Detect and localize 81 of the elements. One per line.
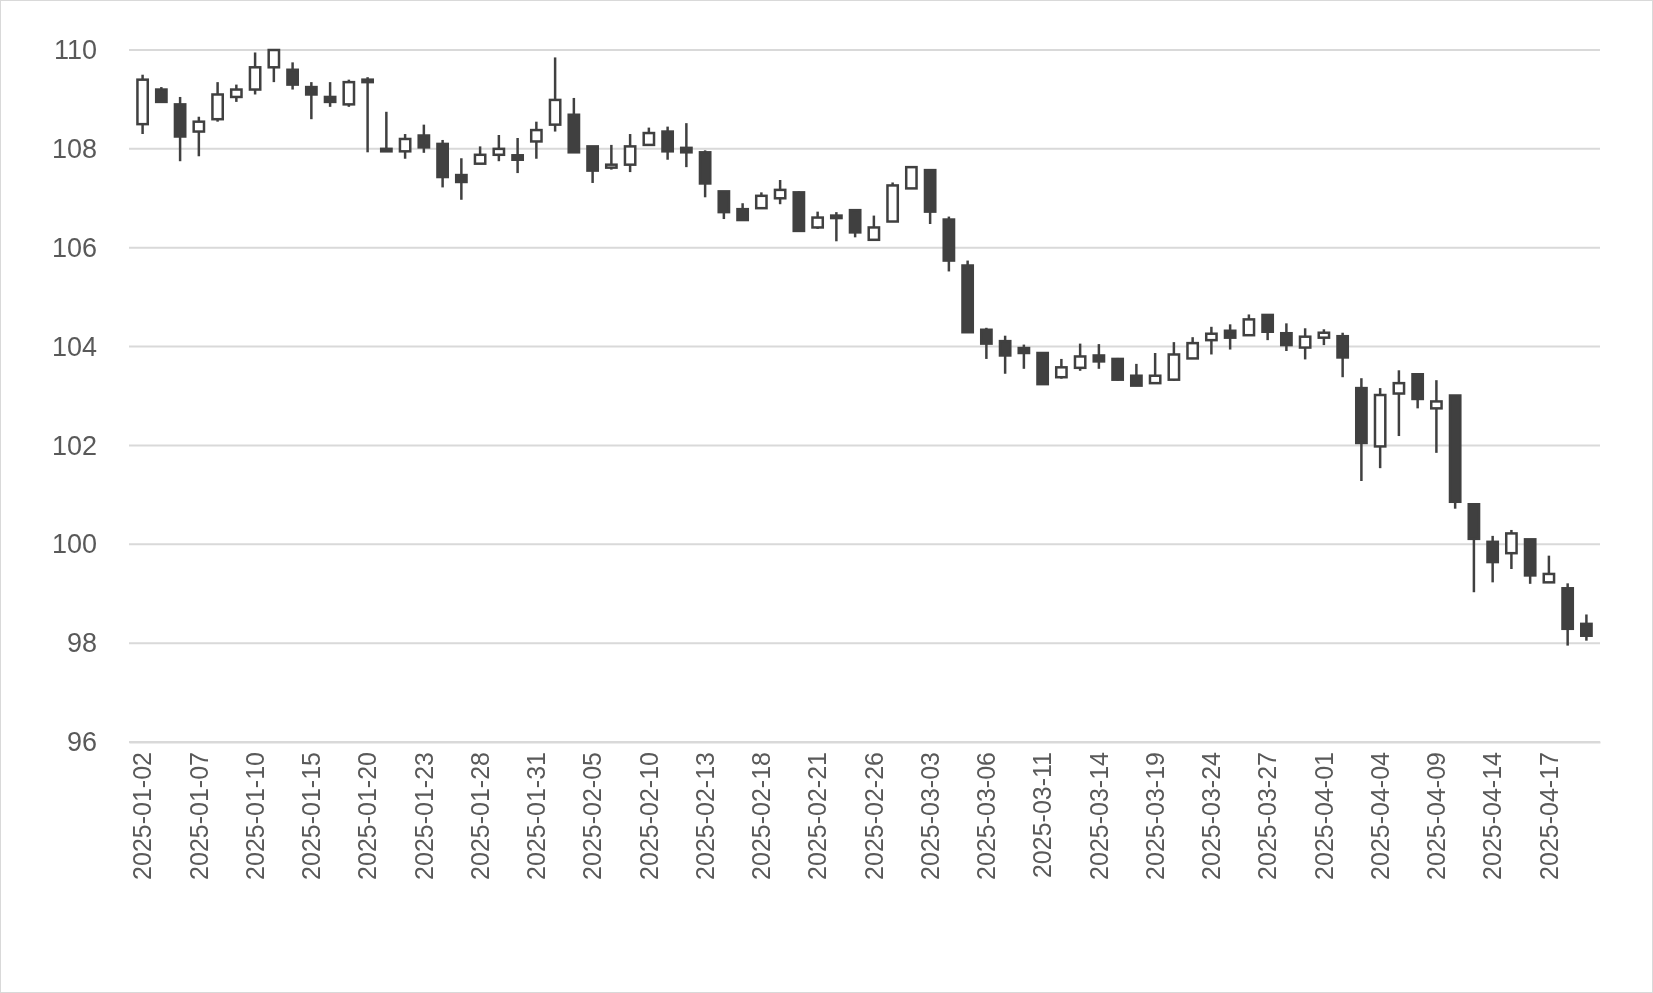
candlestick bbox=[1186, 335, 1200, 360]
candlestick bbox=[623, 132, 637, 174]
y-tick-label: 104 bbox=[51, 331, 97, 362]
candlestick bbox=[1017, 343, 1031, 371]
candlestick bbox=[398, 132, 412, 160]
candlestick bbox=[1279, 322, 1293, 353]
y-tick-label: 102 bbox=[51, 430, 97, 461]
candlestick bbox=[998, 334, 1012, 376]
x-tick-label: 2025-04-17 bbox=[1534, 752, 1563, 880]
candlestick bbox=[679, 121, 693, 169]
x-tick-label: 2025-03-27 bbox=[1253, 752, 1282, 880]
candlestick bbox=[361, 75, 375, 154]
x-tick-label: 2025-02-18 bbox=[747, 752, 776, 880]
candlestick bbox=[529, 120, 543, 160]
x-tick-label: 2025-03-03 bbox=[915, 752, 944, 880]
x-tick-label: 2025-04-01 bbox=[1309, 752, 1338, 880]
x-tick-label: 2025-01-20 bbox=[353, 752, 382, 880]
y-tick-label: 108 bbox=[51, 134, 97, 164]
x-tick-label: 2025-02-26 bbox=[859, 752, 888, 880]
candlestick bbox=[979, 326, 993, 361]
x-tick-label: 2025-01-02 bbox=[128, 752, 157, 880]
candlestick bbox=[267, 48, 281, 84]
x-tick-label: 2025-04-14 bbox=[1478, 751, 1507, 880]
candlestick bbox=[904, 165, 918, 190]
candlestick bbox=[1242, 313, 1256, 337]
x-tick-label: 2025-04-09 bbox=[1422, 752, 1451, 880]
y-tick-label: 98 bbox=[66, 628, 97, 659]
candlestick bbox=[323, 80, 337, 109]
candlestick bbox=[1580, 613, 1593, 642]
x-tick-label: 2025-01-07 bbox=[184, 752, 213, 880]
y-tick-label: 96 bbox=[66, 727, 97, 758]
x-tick-label: 2025-03-06 bbox=[972, 752, 1001, 880]
candlestick bbox=[1204, 325, 1218, 356]
candlestick bbox=[286, 61, 300, 91]
candlestick bbox=[1129, 362, 1143, 388]
candlestick bbox=[1542, 554, 1556, 584]
x-tick-label: 2025-01-28 bbox=[465, 752, 494, 880]
x-tick-label: 2025-01-23 bbox=[409, 752, 438, 880]
x-tick-label: 2025-04-04 bbox=[1365, 751, 1394, 880]
candlestick bbox=[1223, 323, 1237, 351]
candlestick bbox=[1486, 534, 1500, 584]
y-tick-label: 106 bbox=[51, 232, 97, 263]
candlestick bbox=[1392, 369, 1406, 438]
candlestick bbox=[867, 214, 881, 242]
candlestick bbox=[511, 136, 525, 175]
x-tick-label: 2025-03-19 bbox=[1140, 752, 1169, 880]
candlestick bbox=[1298, 327, 1312, 361]
candlestick bbox=[342, 78, 356, 109]
x-tick-label: 2025-03-11 bbox=[1028, 752, 1057, 879]
candlestick bbox=[1054, 357, 1068, 380]
candlestick bbox=[492, 133, 506, 163]
candlestick bbox=[1092, 342, 1106, 371]
x-tick-label: 2025-02-10 bbox=[634, 752, 663, 880]
candlestick bbox=[848, 207, 862, 239]
x-tick-label: 2025-01-15 bbox=[297, 752, 326, 880]
candlestick bbox=[604, 143, 618, 171]
candlestick bbox=[1429, 378, 1443, 455]
y-tick-label: 110 bbox=[53, 35, 97, 66]
candlestick bbox=[661, 125, 675, 161]
x-tick-label: 2025-02-21 bbox=[803, 752, 832, 880]
x-tick-label: 2025-01-31 bbox=[522, 752, 551, 880]
candlestick bbox=[417, 123, 431, 155]
candlestick bbox=[304, 80, 318, 121]
candlestick bbox=[1073, 342, 1087, 373]
candlestick bbox=[192, 115, 206, 158]
candlestick bbox=[248, 51, 262, 96]
x-tick-label: 2025-02-13 bbox=[690, 752, 719, 880]
candlestick bbox=[1505, 528, 1518, 571]
candlestick bbox=[1261, 313, 1275, 342]
y-tick-label: 100 bbox=[51, 529, 97, 560]
x-tick-label: 2025-03-24 bbox=[1197, 751, 1226, 880]
candlestick bbox=[829, 210, 843, 243]
candlestick bbox=[454, 157, 468, 202]
x-tick-label: 2025-01-10 bbox=[240, 752, 269, 880]
candlestick bbox=[717, 190, 731, 221]
candlestick bbox=[773, 178, 787, 206]
x-tick-label: 2025-02-05 bbox=[578, 752, 607, 880]
x-tick-label: 2025-03-14 bbox=[1084, 751, 1113, 880]
candlestick bbox=[379, 110, 393, 153]
candlestick bbox=[1336, 331, 1350, 379]
candlestick bbox=[1148, 351, 1162, 385]
